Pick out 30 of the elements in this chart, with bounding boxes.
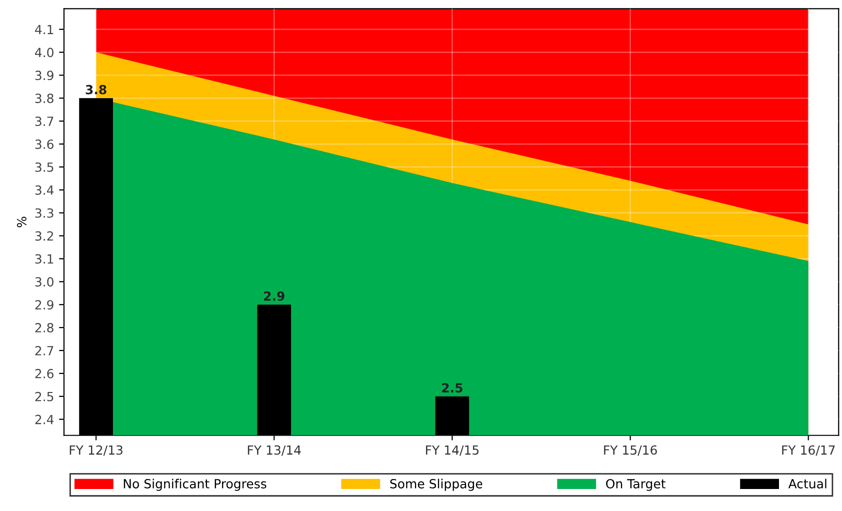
y-tick-label: 4.1 (35, 24, 54, 34)
y-tick-label: 3.3 (35, 208, 54, 218)
y-tick-label: 2.6 (35, 368, 54, 378)
x-tick-label: FY 14/15 (426, 445, 479, 456)
y-axis-title: % (16, 216, 26, 228)
y-tick-label: 2.4 (35, 414, 54, 424)
y-tick-label: 3.4 (35, 185, 54, 195)
y-tick-label: 3.0 (35, 277, 54, 287)
y-tick-label: 3.9 (35, 70, 54, 80)
y-tick-label: 2.9 (35, 300, 54, 310)
x-tick-label: FY 13/14 (248, 445, 301, 456)
legend-label: Actual (788, 478, 826, 488)
y-tick-label: 3.5 (35, 162, 54, 172)
y-tick-label: 3.1 (35, 254, 54, 264)
legend-label: On Target (606, 478, 666, 491)
y-tick-label: 2.8 (35, 323, 54, 332)
x-tick-label: FY 12/13 (70, 445, 122, 456)
y-tick-label: 4.0 (35, 48, 54, 58)
y-tick-label: 3.6 (35, 140, 54, 149)
y-tick-label: 2.7 (35, 346, 54, 356)
legend-label: No Significant Progress (124, 478, 266, 491)
y-tick-label: 3.8 (35, 94, 54, 104)
y-tick-label: 3.2 (35, 231, 54, 241)
data-label: 2.5 (442, 383, 462, 393)
x-tick-label: FY 16/17 (782, 445, 835, 456)
data-label: 2.9 (264, 291, 284, 301)
y-tick-label: 2.5 (35, 392, 54, 402)
x-tick-label: FY 15/16 (604, 445, 657, 456)
y-tick-label: 3.7 (35, 116, 54, 126)
legend-label: Some Slippage (390, 478, 482, 491)
